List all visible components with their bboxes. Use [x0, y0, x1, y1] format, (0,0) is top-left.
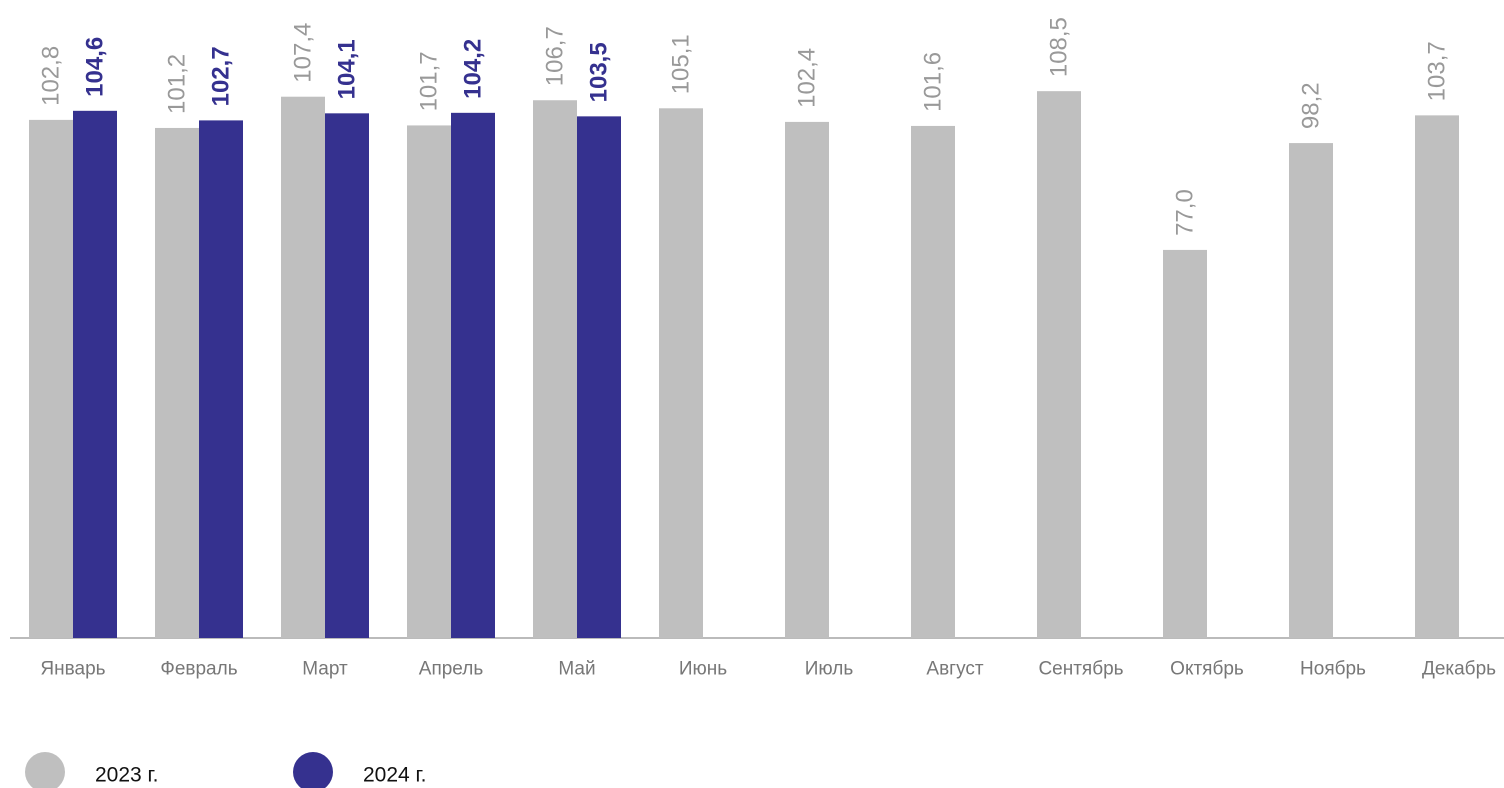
value-label: 104,6 — [82, 37, 109, 97]
value-label: 105,1 — [668, 34, 695, 94]
bar — [1037, 91, 1081, 638]
x-tick-label: Сентябрь — [1038, 659, 1123, 680]
x-tick-label: Август — [926, 659, 983, 680]
bar — [281, 96, 325, 639]
value-label: 108,5 — [1046, 17, 1073, 77]
value-label: 102,4 — [794, 48, 821, 108]
value-label: 102,7 — [208, 46, 235, 106]
legend-label: 2023 г. — [95, 764, 158, 787]
bar — [533, 100, 577, 639]
x-tick-label: Январь — [40, 659, 105, 680]
value-label: 101,7 — [416, 51, 443, 111]
bar — [577, 116, 621, 639]
x-tick-label: Октябрь — [1170, 659, 1244, 680]
bar — [1415, 115, 1459, 639]
x-tick-label: Февраль — [160, 659, 237, 680]
legend-marker — [293, 752, 333, 788]
value-label: 104,1 — [334, 39, 361, 99]
value-label: 104,2 — [460, 39, 487, 99]
legend-marker — [25, 752, 65, 788]
bar — [325, 113, 369, 638]
value-label: 107,4 — [290, 23, 317, 83]
bar — [199, 120, 243, 639]
value-label: 101,6 — [920, 52, 947, 112]
bar — [155, 127, 199, 639]
value-label: 103,7 — [1424, 41, 1451, 101]
bar — [911, 125, 955, 639]
x-tick-label: Июль — [805, 659, 854, 680]
value-label: 101,2 — [164, 54, 191, 114]
bar — [29, 119, 73, 638]
x-tick-label: Ноябрь — [1300, 659, 1366, 680]
value-label: 77,0 — [1172, 189, 1199, 236]
value-label: 98,2 — [1298, 82, 1325, 129]
value-label: 102,8 — [38, 46, 65, 106]
bar — [1289, 143, 1333, 638]
bar — [659, 108, 703, 638]
x-tick-label: Апрель — [419, 659, 484, 680]
bar — [785, 121, 829, 639]
value-label: 103,5 — [586, 42, 613, 102]
bar — [451, 112, 495, 638]
value-label: 106,7 — [542, 26, 569, 86]
legend-label: 2024 г. — [363, 764, 426, 787]
x-tick-label: Март — [302, 659, 348, 680]
bar — [73, 110, 117, 639]
x-tick-label: Июнь — [679, 659, 727, 680]
bar — [1163, 249, 1207, 639]
bar — [407, 125, 451, 638]
x-tick-label: Май — [558, 659, 595, 680]
x-tick-label: Декабрь — [1422, 659, 1496, 680]
